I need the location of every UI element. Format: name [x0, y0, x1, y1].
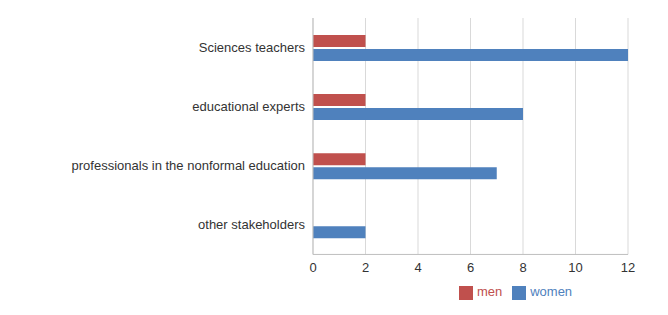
svg-text:4: 4 — [414, 260, 421, 275]
svg-text:Sciences teachers: Sciences teachers — [199, 40, 306, 55]
svg-text:0: 0 — [309, 260, 316, 275]
svg-text:6: 6 — [467, 260, 474, 275]
svg-text:10: 10 — [568, 260, 582, 275]
svg-text:12: 12 — [621, 260, 635, 275]
svg-text:8: 8 — [519, 260, 526, 275]
svg-text:other stakeholders: other stakeholders — [198, 217, 305, 232]
svg-text:educational experts: educational experts — [192, 99, 305, 114]
svg-text:2: 2 — [362, 260, 369, 275]
html-text:men: men — [476, 284, 503, 300]
html-text:women: women — [530, 284, 573, 300]
svg-text:professionals in the nonformal: professionals in the nonformal education — [72, 158, 305, 173]
